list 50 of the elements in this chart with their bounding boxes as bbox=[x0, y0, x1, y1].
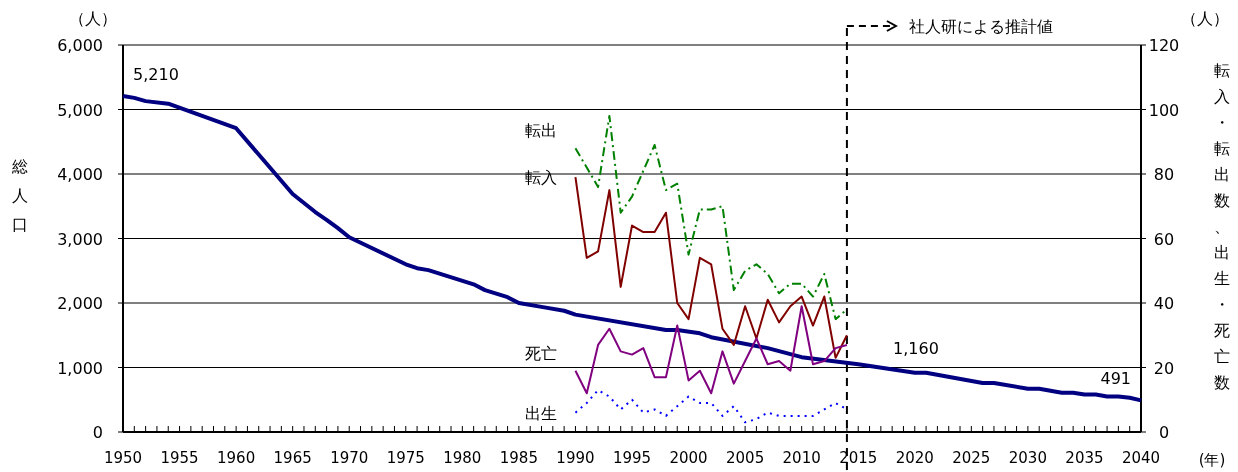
x-tick-label: 1965 bbox=[273, 449, 312, 467]
y-tick-label: 2,000 bbox=[57, 294, 103, 313]
x-tick-label: 1975 bbox=[386, 449, 425, 467]
data-label: 491 bbox=[1100, 369, 1131, 389]
y-tick-label: 6,000 bbox=[57, 36, 103, 55]
y-tick-label: 4,000 bbox=[57, 165, 103, 184]
x-tick-label: 2020 bbox=[895, 449, 934, 467]
x-tick-label: 1980 bbox=[443, 449, 482, 467]
y2-tick-label: 0 bbox=[1158, 423, 1170, 442]
series-label: 出生 bbox=[525, 403, 558, 423]
x-tick-label: 1970 bbox=[330, 449, 369, 467]
y2-tick-label: 60 bbox=[1153, 229, 1175, 249]
y-tick-label: 5,000 bbox=[57, 100, 103, 120]
line-series bbox=[574, 114, 848, 321]
text: 転入・転出数、出生・死亡数 bbox=[1214, 61, 1230, 392]
x-tick-label: 1985 bbox=[499, 449, 538, 467]
data-label: 5,210 bbox=[133, 64, 179, 84]
y2-tick-label: 40 bbox=[1153, 294, 1175, 313]
x-tick-label: 1995 bbox=[612, 449, 652, 467]
line-series bbox=[574, 305, 848, 395]
x-tick-label: 2035 bbox=[1065, 449, 1104, 467]
x-tick-label: 2000 bbox=[669, 449, 708, 467]
x-tick-label: 2025 bbox=[952, 449, 991, 467]
y2-tick-label: 80 bbox=[1153, 165, 1175, 184]
series-label: 死亡 bbox=[525, 343, 558, 363]
x-tick-label: 2030 bbox=[1008, 449, 1047, 467]
x-tick-label: 1955 bbox=[160, 449, 199, 467]
x-tick-label: 1990 bbox=[556, 449, 595, 467]
y2-tick-label: 120 bbox=[1148, 36, 1180, 55]
ref-line-label: 社人研による推計値 bbox=[908, 17, 1053, 36]
text: （人） bbox=[1181, 9, 1229, 28]
series-label: 転入 bbox=[525, 168, 558, 188]
y-tick-label: 0 bbox=[92, 423, 103, 442]
series-label: 転出 bbox=[525, 121, 558, 141]
text: （人） bbox=[69, 9, 117, 28]
x-tick-label: 2015 bbox=[839, 449, 878, 467]
y2-tick-label: 100 bbox=[1148, 100, 1180, 120]
y-tick-label: 1,000 bbox=[57, 358, 103, 378]
y-tick-label: 3,000 bbox=[57, 229, 103, 249]
line-series bbox=[121, 93, 1143, 403]
line-series bbox=[574, 176, 848, 359]
annotation: 1,160 bbox=[893, 339, 939, 358]
x-tick-label: 2005 bbox=[726, 449, 765, 467]
y2-tick-label: 20 bbox=[1153, 358, 1175, 378]
x-tick-label: 2040 bbox=[1121, 449, 1161, 467]
x-tick-label: 1960 bbox=[217, 449, 256, 467]
x-tick-label: 1950 bbox=[103, 449, 143, 467]
x-axis-title: (年) bbox=[1198, 451, 1226, 469]
y-axis-title: 総人口 bbox=[11, 157, 28, 234]
x-tick-label: 2010 bbox=[782, 449, 821, 467]
